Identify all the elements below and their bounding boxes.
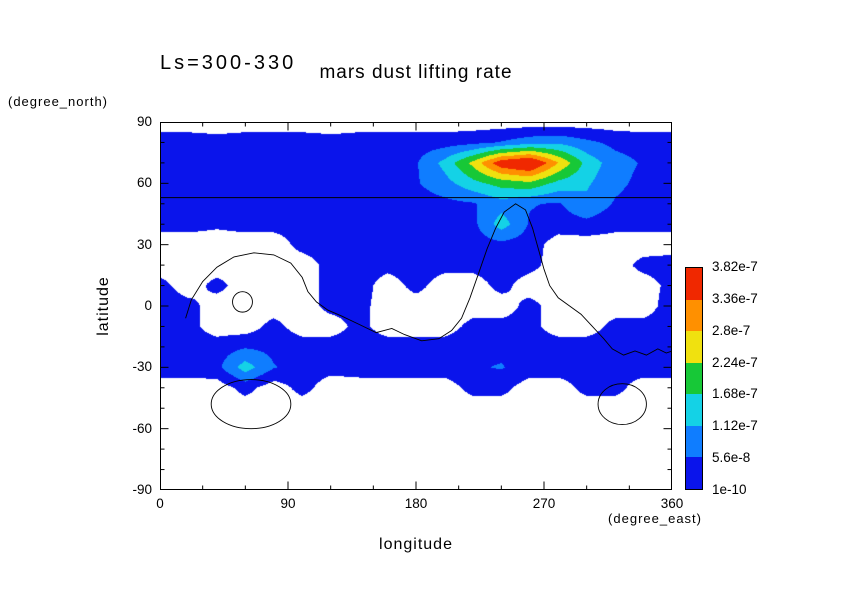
axis-frame — [160, 122, 672, 490]
y-tick-label: 90 — [136, 114, 152, 129]
colorbar-band — [686, 457, 702, 489]
x-tick-label: 180 — [404, 496, 428, 511]
x-tick-label: 0 — [156, 496, 164, 511]
colorbar-band — [686, 331, 702, 363]
colorbar-tick-label: 2.8e-7 — [712, 322, 751, 338]
y-tick-label: -60 — [132, 420, 152, 436]
colorbar-tick-label: 2.24e-7 — [712, 354, 758, 370]
season-label: Ls=300-330 — [160, 52, 297, 74]
colorbar-tick-label: 1.68e-7 — [712, 386, 758, 402]
colorbar-band — [686, 362, 702, 395]
y-tick-label: -90 — [132, 482, 152, 497]
y-tick-label: 30 — [136, 236, 152, 252]
y-tick-label: -30 — [132, 359, 152, 375]
topography-contour — [232, 291, 253, 313]
colorbar-band — [686, 299, 702, 332]
x-tick-label: 270 — [532, 496, 556, 511]
colorbar-band — [686, 394, 702, 426]
topography-contour — [597, 383, 647, 426]
colorbar-tick-label: 1e-10 — [712, 482, 747, 497]
colorbar-tick-label: 3.82e-7 — [712, 259, 758, 274]
colorbar-band — [686, 268, 702, 300]
y-tick-label: 0 — [144, 298, 152, 313]
plot-overlay — [160, 122, 672, 490]
map-plot-area — [160, 122, 672, 490]
colorbar-band — [686, 425, 702, 458]
x-tick-label: 360 — [660, 496, 684, 511]
y-axis-unit-label: (degree_north) — [8, 94, 108, 109]
x-tick-label: 90 — [280, 496, 296, 511]
y-tick-label: 60 — [136, 175, 152, 191]
topography-contour — [185, 203, 672, 356]
colorbar-tick-label: 1.12e-7 — [712, 418, 758, 434]
colorbar-tick-label: 5.6e-8 — [712, 450, 751, 466]
colorbar — [685, 267, 703, 490]
x-axis-label: longitude — [379, 536, 453, 553]
page-title: mars dust lifting rate — [319, 62, 513, 83]
topography-contour — [210, 379, 292, 430]
colorbar-tick-label: 3.36e-7 — [712, 290, 758, 306]
x-axis-unit-label: (degree_east) — [608, 511, 702, 526]
